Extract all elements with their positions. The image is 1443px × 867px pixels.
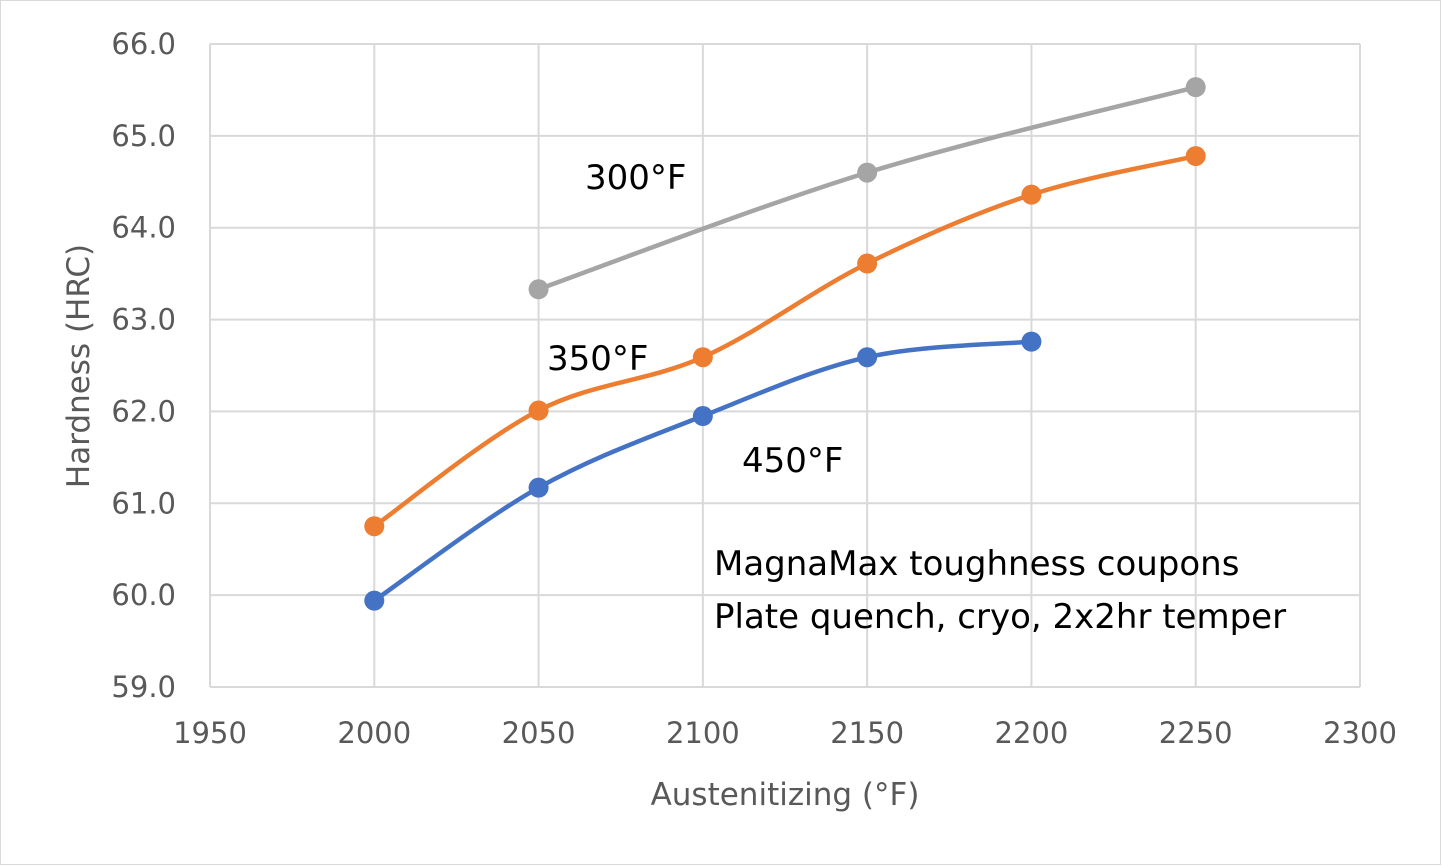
y-tick-labels: 59.0 60.0 61.0 62.0 63.0 64.0 65.0 66.0	[111, 27, 176, 704]
y-tick-label: 63.0	[111, 303, 176, 337]
y-tick-label: 59.0	[111, 670, 176, 704]
x-tick-label: 2300	[1323, 716, 1397, 750]
x-axis-title: Austenitizing (°F)	[651, 777, 920, 813]
data-point-450f	[692, 406, 713, 427]
data-point-350f	[1185, 146, 1206, 167]
series-lines	[372, 84, 1198, 603]
x-tick-label: 2050	[502, 716, 576, 750]
series-line-350f	[372, 153, 1198, 529]
data-point-300f	[1185, 77, 1206, 98]
y-tick-label: 64.0	[111, 211, 176, 245]
data-point-350f	[857, 253, 878, 274]
data-point-300f	[857, 162, 878, 183]
series-label-300f: 300°F	[585, 158, 686, 198]
y-tick-label: 65.0	[111, 119, 176, 153]
data-point-350f	[364, 516, 385, 537]
axes	[209, 44, 1360, 688]
y-tick-label: 62.0	[111, 394, 176, 428]
y-axis-title: Hardness (HRC)	[61, 244, 97, 488]
series-label-350f: 350°F	[547, 339, 648, 379]
data-point-450f	[1021, 331, 1042, 352]
data-point-350f	[692, 347, 713, 368]
y-tick-label: 61.0	[111, 486, 176, 520]
data-point-450f	[528, 477, 549, 498]
data-point-450f	[857, 347, 878, 368]
annotation-line-1: MagnaMax toughness coupons	[714, 544, 1239, 584]
x-tick-label: 2250	[1159, 716, 1233, 750]
gridlines	[210, 43, 1361, 687]
x-tick-label: 2100	[666, 716, 740, 750]
x-tick-label: 1950	[173, 716, 247, 750]
x-tick-label: 2200	[995, 716, 1069, 750]
annotation-line-2: Plate quench, cryo, 2x2hr temper	[714, 597, 1286, 637]
x-tick-labels: 1950 2000 2050 2100 2150 2200 2250 2300	[173, 716, 1397, 750]
data-point-350f	[1021, 184, 1042, 205]
x-tick-label: 2150	[830, 716, 904, 750]
y-tick-label: 66.0	[111, 27, 176, 61]
series-points	[364, 77, 1206, 611]
x-tick-label: 2000	[337, 716, 411, 750]
y-tick-label: 60.0	[111, 578, 176, 612]
data-point-350f	[528, 400, 549, 421]
series-label-450f: 450°F	[742, 441, 843, 481]
data-point-300f	[528, 279, 549, 300]
data-point-450f	[364, 590, 385, 611]
